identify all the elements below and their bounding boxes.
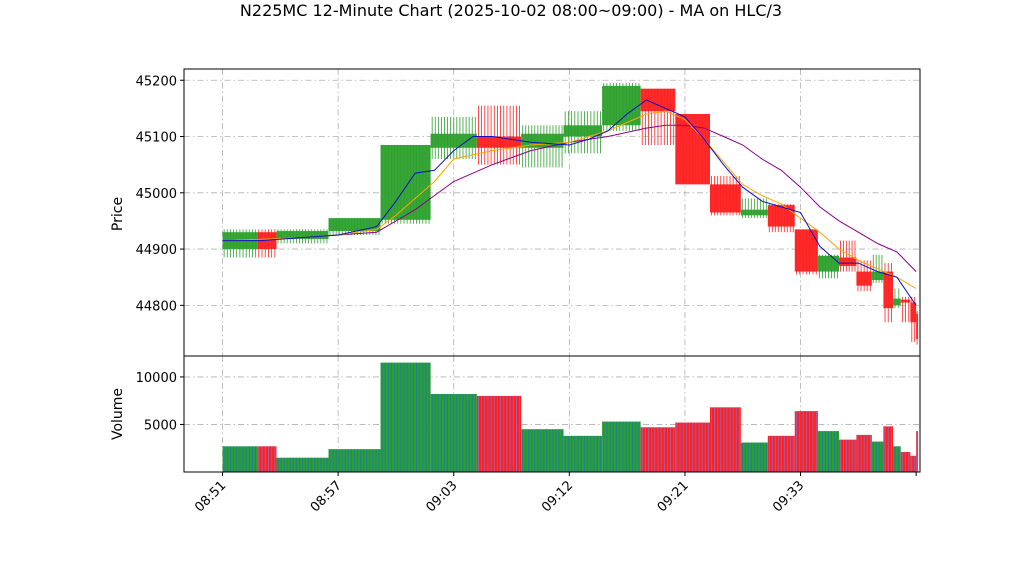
candle-body-down — [839, 257, 857, 266]
candle-body-down — [640, 88, 676, 112]
candle-body-down — [476, 136, 522, 148]
price-panel-frame — [183, 68, 921, 357]
volume-bar — [893, 446, 901, 472]
time-tick-label: 09:21 — [655, 478, 692, 515]
volume-axis-label: Volume — [110, 388, 126, 440]
price-tick-label: 45100 — [136, 131, 177, 146]
candle-body-down — [856, 271, 872, 286]
candle-body-down — [794, 229, 818, 272]
candle-body-down — [916, 313, 919, 340]
time-axis-ticks: 08:51 08:57 09:03 09:12 09:21 09:33 — [192, 472, 917, 515]
candle-body-up — [276, 231, 329, 239]
volume-bar — [839, 439, 857, 472]
volume-bar — [871, 441, 884, 472]
price-tick-label: 45200 — [136, 74, 177, 89]
volume-bars — [222, 362, 919, 472]
moving-average-lines — [222, 99, 917, 306]
candle-body-up — [328, 218, 381, 232]
volume-bar — [563, 435, 603, 472]
volume-bar — [521, 429, 564, 472]
time-tick-label: 09:03 — [423, 478, 460, 515]
price-tick-label: 44800 — [136, 299, 177, 314]
volume-bar — [709, 407, 741, 472]
price-tick-label: 44900 — [136, 243, 177, 258]
volume-bar — [257, 446, 277, 472]
candle-body-down — [767, 205, 795, 227]
volume-panel-frame — [183, 355, 921, 473]
volume-bar — [476, 395, 522, 472]
volume-axis-ticks: 5000 10000 — [136, 371, 184, 433]
volume-tick-label: 5000 — [144, 418, 177, 433]
price-candles — [222, 83, 919, 345]
ma-fast-line — [222, 99, 917, 306]
candle-body-up — [380, 144, 431, 220]
candle-body-down — [910, 302, 917, 323]
price-axis-ticks: 44800 44900 45000 45100 45200 — [136, 74, 184, 314]
candle-body-up — [817, 255, 840, 272]
time-tick-label: 09:12 — [539, 478, 576, 515]
volume-bar — [380, 362, 431, 472]
price-gridlines — [184, 69, 920, 356]
volume-tick-label: 10000 — [136, 371, 177, 386]
time-tick-label: 08:51 — [192, 478, 229, 515]
candle-body-down — [900, 299, 911, 303]
candle-body-down — [709, 184, 741, 213]
price-tick-label: 45000 — [136, 187, 177, 202]
candle-body-up — [430, 133, 477, 148]
price-axis-label: Price — [110, 197, 126, 231]
volume-bar — [602, 421, 641, 472]
ma-slow-line — [222, 124, 917, 272]
candle-body-down — [675, 114, 710, 185]
volume-bar — [910, 455, 917, 472]
time-tick-label: 08:57 — [308, 478, 345, 515]
candle-body-up — [740, 209, 768, 216]
candle-body-up — [893, 298, 901, 306]
candle-body-up — [563, 125, 603, 137]
ma-mid-line — [222, 110, 917, 289]
chart-title: N225MC 12-Minute Chart (2025-10-02 08:00… — [240, 1, 782, 20]
candle-body-up — [871, 271, 884, 281]
time-tick-label: 09:33 — [770, 478, 807, 515]
candle-body-down — [883, 271, 894, 309]
